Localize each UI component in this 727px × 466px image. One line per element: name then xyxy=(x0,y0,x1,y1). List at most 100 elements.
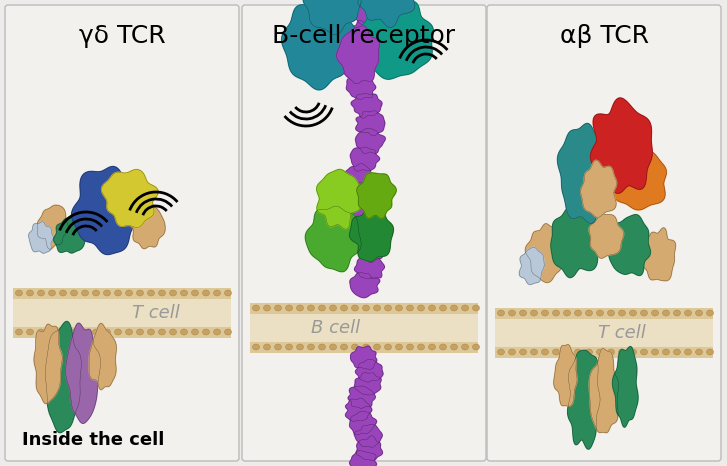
Ellipse shape xyxy=(329,344,337,350)
Bar xyxy=(13,327,231,338)
Ellipse shape xyxy=(520,349,526,355)
Polygon shape xyxy=(608,215,651,275)
Polygon shape xyxy=(350,346,377,369)
Ellipse shape xyxy=(81,290,89,296)
Polygon shape xyxy=(350,147,379,171)
FancyBboxPatch shape xyxy=(5,5,239,461)
Ellipse shape xyxy=(531,349,537,355)
Ellipse shape xyxy=(451,344,457,350)
Polygon shape xyxy=(65,323,100,423)
Ellipse shape xyxy=(275,344,281,350)
Ellipse shape xyxy=(137,329,143,335)
Polygon shape xyxy=(350,273,379,298)
Ellipse shape xyxy=(114,290,121,296)
Ellipse shape xyxy=(26,290,33,296)
Ellipse shape xyxy=(15,329,23,335)
Polygon shape xyxy=(350,450,377,466)
Polygon shape xyxy=(351,94,382,118)
Ellipse shape xyxy=(520,310,526,316)
Ellipse shape xyxy=(696,349,702,355)
Ellipse shape xyxy=(49,290,55,296)
Polygon shape xyxy=(350,411,377,435)
Polygon shape xyxy=(357,173,396,219)
Ellipse shape xyxy=(395,344,403,350)
Polygon shape xyxy=(519,247,545,285)
Polygon shape xyxy=(71,166,137,254)
Ellipse shape xyxy=(640,310,648,316)
Ellipse shape xyxy=(15,290,23,296)
Ellipse shape xyxy=(340,344,348,350)
Ellipse shape xyxy=(297,344,303,350)
Bar xyxy=(250,314,478,342)
Ellipse shape xyxy=(26,329,33,335)
Ellipse shape xyxy=(148,329,155,335)
Polygon shape xyxy=(350,21,379,46)
Polygon shape xyxy=(356,236,385,263)
Polygon shape xyxy=(355,2,385,28)
Ellipse shape xyxy=(497,310,505,316)
Polygon shape xyxy=(281,0,359,90)
Polygon shape xyxy=(356,359,383,382)
Polygon shape xyxy=(589,215,624,258)
Ellipse shape xyxy=(225,329,231,335)
Ellipse shape xyxy=(214,329,220,335)
Ellipse shape xyxy=(563,310,571,316)
Ellipse shape xyxy=(158,290,166,296)
Ellipse shape xyxy=(596,349,603,355)
Polygon shape xyxy=(317,170,363,229)
Ellipse shape xyxy=(630,310,637,316)
Ellipse shape xyxy=(428,305,435,311)
Ellipse shape xyxy=(263,344,270,350)
Text: T cell: T cell xyxy=(598,324,646,342)
Polygon shape xyxy=(102,170,158,227)
Polygon shape xyxy=(350,210,393,261)
Ellipse shape xyxy=(169,290,177,296)
Ellipse shape xyxy=(49,329,55,335)
Polygon shape xyxy=(358,0,415,27)
Ellipse shape xyxy=(673,349,680,355)
Ellipse shape xyxy=(451,305,457,311)
Ellipse shape xyxy=(38,290,44,296)
Ellipse shape xyxy=(651,310,659,316)
Ellipse shape xyxy=(707,310,713,316)
Polygon shape xyxy=(356,436,382,460)
Ellipse shape xyxy=(473,305,480,311)
Polygon shape xyxy=(34,324,63,404)
Ellipse shape xyxy=(385,344,392,350)
Ellipse shape xyxy=(563,349,571,355)
Text: B-cell receptor: B-cell receptor xyxy=(273,24,456,48)
Ellipse shape xyxy=(180,290,188,296)
Ellipse shape xyxy=(662,349,670,355)
Ellipse shape xyxy=(191,329,198,335)
Ellipse shape xyxy=(203,290,209,296)
Ellipse shape xyxy=(473,344,480,350)
Ellipse shape xyxy=(363,344,369,350)
Polygon shape xyxy=(345,39,374,63)
Ellipse shape xyxy=(574,310,582,316)
Polygon shape xyxy=(337,26,379,84)
Polygon shape xyxy=(342,57,372,82)
Ellipse shape xyxy=(286,305,292,311)
Ellipse shape xyxy=(180,329,188,335)
Ellipse shape xyxy=(103,329,111,335)
Ellipse shape xyxy=(286,344,292,350)
Ellipse shape xyxy=(351,305,358,311)
Ellipse shape xyxy=(203,329,209,335)
Bar xyxy=(13,299,231,327)
Bar xyxy=(495,347,713,358)
Polygon shape xyxy=(568,350,600,449)
Ellipse shape xyxy=(318,344,326,350)
Ellipse shape xyxy=(351,344,358,350)
Ellipse shape xyxy=(252,305,260,311)
Ellipse shape xyxy=(508,310,515,316)
Ellipse shape xyxy=(640,349,648,355)
Ellipse shape xyxy=(137,290,143,296)
Ellipse shape xyxy=(60,329,66,335)
Ellipse shape xyxy=(707,349,713,355)
Ellipse shape xyxy=(673,310,680,316)
Polygon shape xyxy=(54,218,86,253)
Ellipse shape xyxy=(542,310,548,316)
Ellipse shape xyxy=(574,349,582,355)
Ellipse shape xyxy=(92,329,100,335)
Ellipse shape xyxy=(462,344,468,350)
